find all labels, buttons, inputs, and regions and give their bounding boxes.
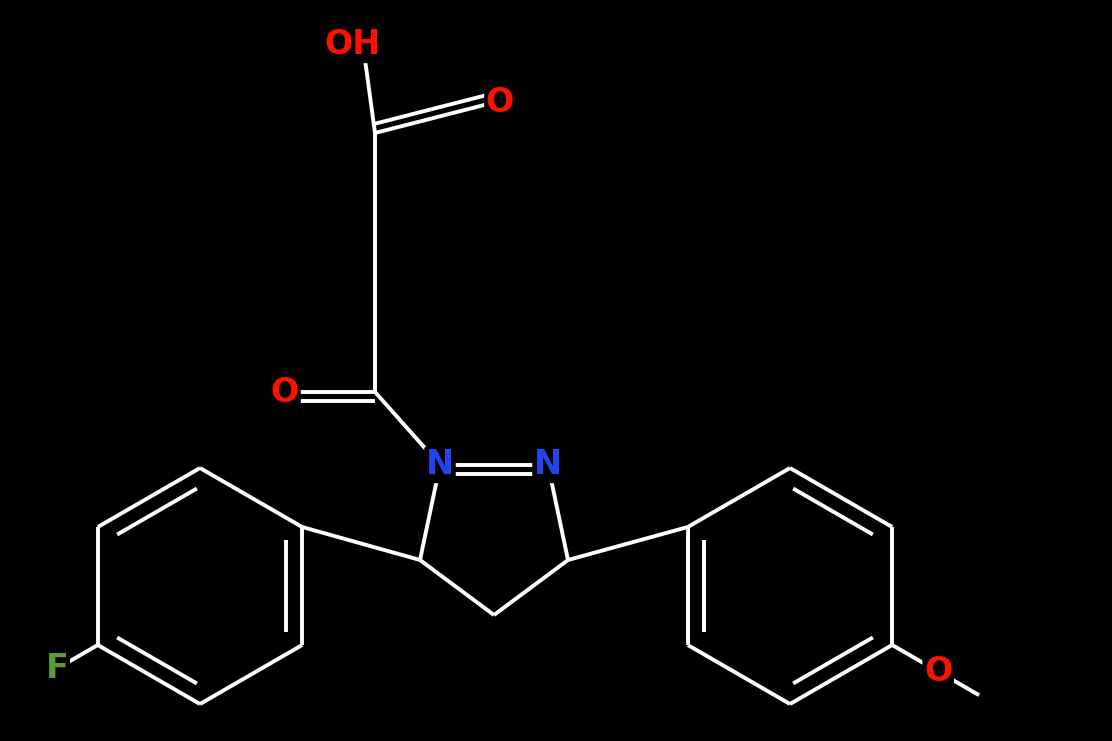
Text: N: N bbox=[534, 448, 562, 482]
Text: O: O bbox=[486, 87, 514, 119]
Text: F: F bbox=[46, 652, 68, 685]
Text: O: O bbox=[924, 655, 952, 688]
Text: N: N bbox=[426, 448, 454, 482]
Text: OH: OH bbox=[325, 28, 381, 62]
Text: O: O bbox=[271, 376, 299, 408]
